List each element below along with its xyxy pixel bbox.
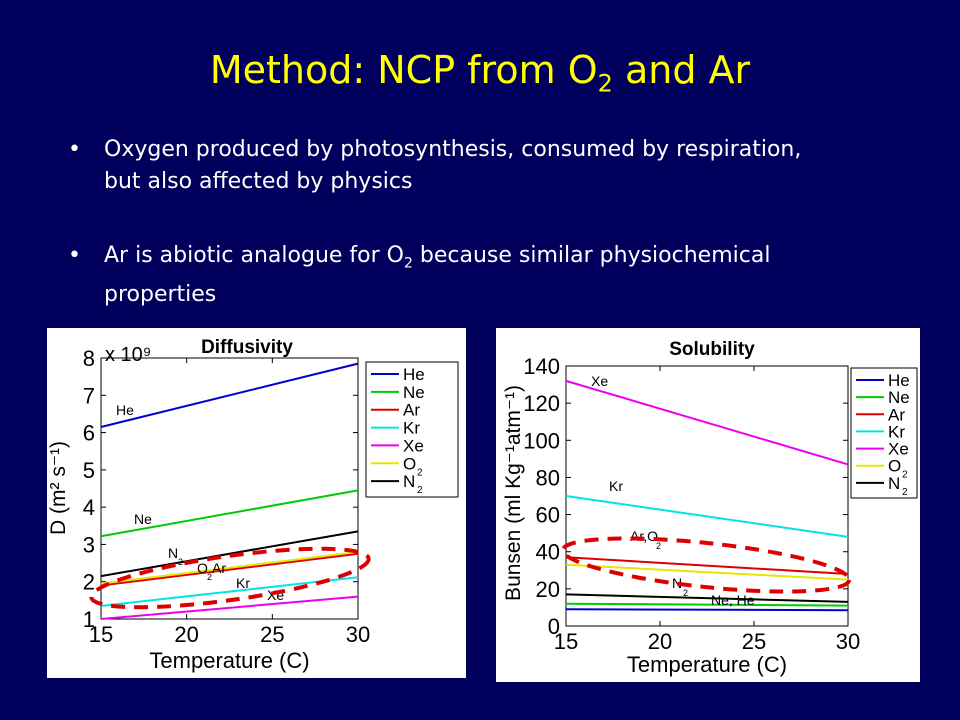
legend-label: Xe [403,436,424,455]
title-tail: and Ar [612,48,751,92]
x-tick-label: 15 [89,622,113,647]
x-tick-label: 25 [260,622,284,647]
title-subscript: 2 [597,69,613,98]
series-line-ne [100,489,359,538]
legend-label: Ne [403,383,425,402]
y-tick-label: 40 [536,540,560,565]
curve-annotation: 2 [656,541,661,551]
y-axis-label: D (m² s⁻¹) [47,441,70,535]
series-line-xe [565,379,849,466]
y-tick-label: 7 [83,383,95,408]
series-line-he [100,362,359,428]
chart-title: Diffusivity [201,337,293,358]
legend-label-subscript: 2 [902,470,908,481]
y-tick-label: 100 [523,428,560,453]
curve-annotation: Ar [212,560,226,576]
legend-label: Ar [888,405,905,424]
title-text: Method: NCP from O [209,48,598,92]
y-tick-label: 8 [83,346,95,371]
legend-label: O [888,457,901,476]
y-tick-label: 2 [83,570,95,595]
legend-label: Kr [403,419,420,438]
series-line-n2 [100,530,359,578]
y-tick-label: 3 [83,532,95,557]
y-multiplier-label: x 10⁹ [105,344,151,366]
curve-annotation: Kr [236,575,250,591]
y-tick-label: 20 [536,577,560,602]
curve-annotation: Xe [591,373,608,389]
legend-label: Ar [403,401,420,420]
curve-annotation: 2 [683,588,688,598]
series-line-o2 [100,550,359,585]
bullet-dot-icon: • [68,137,81,162]
y-tick-label: 4 [83,495,95,520]
x-axis-label: Temperature (C) [149,648,309,673]
diffusivity-chart-panel: Diffusivity 1 2 3 4 5 6 7 8 15 20 25 30 Temperature (… [47,328,466,678]
y-tick-label: 1 [83,607,95,632]
x-tick-label: 20 [174,622,198,647]
y-tick-label: 80 [536,465,560,490]
legend-label-subscript: 2 [417,485,423,496]
curve-annotation: Ar,O [630,528,658,544]
solubility-chart-panel: Solubility 0 20 40 60 80 100 120 140 15 20 25 30 Temp… [496,328,920,682]
legend-label: He [888,371,910,390]
y-tick-label: 120 [523,391,560,416]
curve-annotation: Xe [267,587,284,603]
slide-title: Method: NCP from O2 and Ar [0,48,960,98]
curve-annotation: N [672,575,682,591]
legend-box [365,361,459,498]
series-line-kr [565,495,849,538]
legend-label-subscript: 2 [417,467,423,478]
series-line-kr [100,576,359,607]
series-line-ar [100,552,359,587]
y-tick-label: 60 [536,503,560,528]
legend-box [850,367,918,499]
legend-label: He [403,365,425,384]
y-tick-label: 6 [83,421,95,446]
series-line-o2 [565,563,849,581]
curve-annotation: O [197,560,208,576]
x-tick-label: 25 [742,629,766,654]
curve-annotation: He [116,402,134,418]
highlight-ellipse [89,546,371,610]
curve-annotation: 2 [178,557,183,567]
y-axis-label: Bunsen (ml Kg⁻¹atm⁻¹) [502,385,525,601]
x-tick-label: 30 [836,629,860,654]
x-tick-label: 20 [648,629,672,654]
plot-frame [100,357,359,620]
legend-label: N [888,474,900,493]
legend-label-subscript: 2 [902,487,908,498]
legend-label: Ne [888,388,910,407]
bullet-2-subscript: 2 [403,255,413,272]
series-line-xe [100,595,359,620]
series-line-he [565,608,849,612]
chart-title: Solubility [669,339,755,360]
bullet-dot-icon: • [68,243,81,268]
highlight-ellipse [560,536,852,594]
curve-annotation: Kr [609,478,623,494]
y-tick-label: 140 [523,354,560,379]
curve-annotation: Ne, He [711,592,755,608]
bullet-2-text-tail: because similar physiochemical propertie… [104,243,771,308]
curve-annotation: N [168,545,178,561]
x-tick-label: 15 [554,629,578,654]
curve-annotation: Ne [134,511,152,527]
diffusivity-chart: Diffusivity 1 2 3 4 5 6 7 8 15 20 25 30 Temperature (… [47,337,459,673]
series-line-ar [565,556,849,575]
x-axis-label: Temperature (C) [627,652,787,677]
curve-annotation: 2 [207,572,212,582]
legend-label: N [403,472,415,491]
series-line-n2 [565,593,849,603]
x-tick-label: 30 [346,622,370,647]
bullet-2-text: Ar is abiotic analogue for O [104,243,404,268]
legend-label: Kr [888,422,905,441]
solubility-chart: Solubility 0 20 40 60 80 100 120 140 15 20 25 30 Temp… [502,339,918,677]
y-tick-label: 5 [83,458,95,483]
legend-label: Xe [888,440,909,459]
y-tick-label: 0 [548,614,560,639]
bullet-1-text: Oxygen produced by photosynthesis, consu… [104,137,802,194]
series-line-ne [565,602,849,607]
legend-label: O [403,454,416,473]
